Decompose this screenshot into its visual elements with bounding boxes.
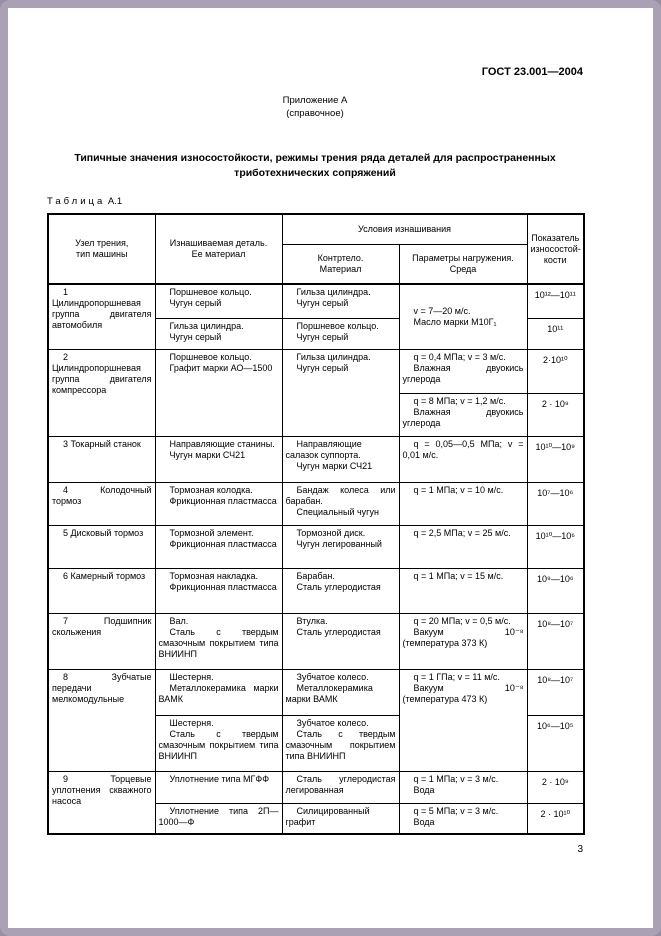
- table-cell: 10¹¹: [526, 317, 585, 350]
- table-row: Уплотнение типа 2П—1000—Ф Силицированный …: [48, 802, 585, 835]
- table-cell: 10⁷—10⁶: [526, 481, 585, 526]
- table-cell: q = 0,4 МПа; v = 3 м/с. Влажная двуокись …: [398, 348, 528, 394]
- header-load-params: Параметры нагружения. Среда: [398, 243, 528, 285]
- appendix-note: (справочное): [286, 108, 344, 119]
- page-canvas: ГОСТ 23.001—2004 Приложение А (справочно…: [8, 8, 653, 928]
- table-label-number: А.1: [107, 196, 123, 207]
- table-cell: Зубчатое колесо. Металлокерамика марки ВА…: [281, 668, 400, 716]
- table-row: Шестерня. Сталь с твердым смазочным покры…: [48, 714, 585, 772]
- table-row: 1 Цилиндропоршневая группа двигателя авт…: [47, 283, 585, 350]
- table-cell: Зубчатое колесо. Сталь с твердым смазочны…: [281, 714, 400, 772]
- table-cell: Направляющие салазок суппорта. Чугун марк…: [281, 435, 400, 483]
- table-label-word: Таблица: [47, 196, 106, 207]
- table-cell: 10¹⁰—10⁶: [526, 524, 585, 569]
- table-cell: 1 Цилиндропоршневая группа двигателя авт…: [47, 283, 156, 350]
- table-cell: 5 Дисковый тормоз: [47, 524, 156, 569]
- table-cell: q = 5 МПа; v = 3 м/с. Вода: [398, 802, 528, 835]
- table-header-row-2: Контртело. Материал Параметры нагружения…: [48, 243, 584, 285]
- header-conditions: Условия изнашивания: [281, 213, 528, 245]
- table-row: 4 Колодочный тормоз Тормозная колодка. Фри…: [47, 481, 585, 526]
- table-cell: Тормозной диск. Чугун легированный: [281, 524, 400, 569]
- table-cell: 10¹²—10¹¹: [526, 283, 585, 319]
- appendix-block: Приложение А (справочное): [47, 94, 583, 120]
- table-cell: q = 20 МПа; v = 0,5 м/с. Вакуум 10⁻⁸ (тем…: [398, 612, 528, 670]
- table-cell: 2 Цилиндропоршневая группа двигателя ком…: [47, 348, 156, 437]
- table-row: 5 Дисковый тормоз Тормозной элемент. Фрикц…: [47, 524, 585, 569]
- table-cell: Поршневое кольцо. Графит марки АО—1500: [154, 348, 283, 437]
- header-wear-index: Показатель износостой- кости: [526, 213, 585, 285]
- table-label: Таблица А.1: [47, 196, 122, 207]
- table-cell: Поршневое кольцо. Чугун серый: [281, 317, 400, 350]
- table-cell: Тормозная колодка. Фрикционная пластмасса: [154, 481, 283, 526]
- table-cell: 2 · 10¹⁰: [526, 802, 585, 835]
- table-row: 3 Токарный станок Направляющие станины. Чу…: [47, 435, 585, 483]
- table-cell: Тормозной элемент. Фрикционная пластмасса: [154, 524, 283, 569]
- header-counterbody: Контртело. Материал: [281, 243, 400, 285]
- table-header: Узел трения, тип машины Изнашиваемая дет…: [47, 213, 585, 285]
- page-title-line-1: Типичные значения износостойкости, режим…: [74, 152, 556, 164]
- table-cell: q = 1 ГПа; v = 11 м/с. Вакуум 10⁻⁸ (темпе…: [398, 668, 528, 772]
- table-row: q = 8 МПа; v = 1,2 м/с. Влажная двуокись …: [48, 392, 585, 437]
- table-cell: Шестерня. Сталь с твердым смазочным покры…: [154, 714, 283, 772]
- table-cell: Тормозная накладка. Фрикционная пластмасс…: [154, 567, 283, 614]
- wear-table: Узел трения, тип машины Изнашиваемая дет…: [47, 213, 585, 835]
- table-cell: 7 Подшипник скольжения: [47, 612, 156, 670]
- header-friction-unit: Узел трения, тип машины: [47, 213, 156, 285]
- table-cell: Поршневое кольцо. Чугун серый: [154, 283, 283, 319]
- table-cell: 10⁸—10⁷: [526, 668, 585, 716]
- page-title: Типичные значения износостойкости, режим…: [33, 151, 597, 181]
- table-cell: 10¹⁰—10⁹: [526, 435, 585, 483]
- table-cell: 10⁹—10⁶: [526, 567, 585, 614]
- table-body: 1 Цилиндропоршневая группа двигателя авт…: [47, 283, 585, 835]
- table-cell: 6 Камерный тормоз: [47, 567, 156, 614]
- table-row: 7 Подшипник скольжения Вал. Сталь с тверды…: [47, 612, 585, 670]
- table-cell: Бандаж колеса или барабан. Специальный чу…: [281, 481, 400, 526]
- table-cell: q = 1 МПа; v = 3 м/с. Вода: [398, 770, 528, 804]
- table-cell: 3 Токарный станок: [47, 435, 156, 483]
- table-cell: q = 8 МПа; v = 1,2 м/с. Влажная двуокись …: [398, 392, 528, 437]
- table-cell: 2 · 10⁹: [526, 392, 585, 437]
- table-cell: q = 1 МПа; v = 15 м/с.: [398, 567, 528, 614]
- table-cell: Силицированный графит: [281, 802, 400, 835]
- table-cell: Шестерня. Металлокерамика марки ВАМК: [154, 668, 283, 716]
- table-row: 8 Зубчатые передачи мелкомодульные Шестер…: [47, 668, 585, 772]
- table-wrap: Узел трения, тип машины Изнашиваемая дет…: [47, 213, 585, 835]
- table-cell: q = 0,05—0,5 МПа; v = 0,01 м/с.: [398, 435, 528, 483]
- table-cell: q = 1 МПа; v = 10 м/с.: [398, 481, 528, 526]
- table-cell: 8 Зубчатые передачи мелкомодульные: [47, 668, 156, 772]
- table-cell: 9 Торцевые уплотнения скважного насоса: [47, 770, 156, 835]
- table-row: 9 Торцевые уплотнения скважного насоса Уп…: [47, 770, 585, 835]
- table-row: 6 Камерный тормоз Тормозная накладка. Фрик…: [47, 567, 585, 614]
- page-title-line-2: триботехнических сопряжений: [234, 167, 396, 179]
- header-worn-part: Изнашиваемая деталь. Ее материал: [154, 213, 283, 285]
- table-cell: Барабан. Сталь углеродистая: [281, 567, 400, 614]
- table-cell: v = 7—20 м/с. Масло марки М10Г₁: [398, 283, 528, 350]
- table-row: 2 Цилиндропоршневая группа двигателя ком…: [47, 348, 585, 437]
- table-cell: Гильза цилиндра. Чугун серый: [281, 348, 400, 437]
- table-cell: Направляющие станины. Чугун марки СЧ21: [154, 435, 283, 483]
- page-number: 3: [577, 844, 583, 855]
- table-cell: 10⁶—10⁵: [526, 714, 585, 772]
- table-cell: Втулка. Сталь углеродистая: [281, 612, 400, 670]
- table-cell: Гильза цилиндра. Чугун серый: [154, 317, 283, 350]
- table-cell: Уплотнение типа МГФФ: [154, 770, 283, 804]
- table-cell: 2·10¹⁰: [526, 348, 585, 394]
- table-cell: Уплотнение типа 2П—1000—Ф: [154, 802, 283, 835]
- table-cell: 2 · 10⁹: [526, 770, 585, 804]
- appendix-title: Приложение А: [282, 95, 348, 106]
- table-cell: Гильза цилиндра. Чугун серый: [281, 283, 400, 319]
- doc-number: ГОСТ 23.001—2004: [481, 66, 583, 78]
- table-header-row-1: Узел трения, тип машины Изнашиваемая дет…: [47, 213, 585, 285]
- table-cell: 4 Колодочный тормоз: [47, 481, 156, 526]
- table-cell: 10⁸—10⁷: [526, 612, 585, 670]
- table-cell: Вал. Сталь с твердым смазочным покрытием …: [154, 612, 283, 670]
- table-cell: Сталь углеродистая легированная: [281, 770, 400, 804]
- table-cell: q = 2,5 МПа; v = 25 м/с.: [398, 524, 528, 569]
